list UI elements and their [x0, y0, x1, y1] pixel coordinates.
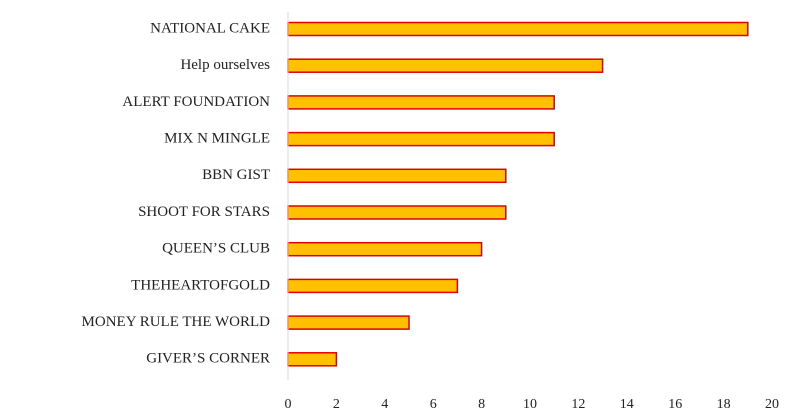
x-tick-label-0: 0 — [285, 397, 292, 409]
bar-national-cake — [287, 21, 749, 37]
x-tick-label-10: 10 — [523, 397, 537, 409]
category-label-queen-s-club: QUEEN’S CLUB — [162, 241, 270, 257]
category-label-alert-foundation: ALERT FOUNDATION — [122, 94, 270, 110]
category-label-giver-s-corner: GIVER’S CORNER — [146, 351, 270, 367]
bar-alert-foundation — [287, 95, 555, 110]
bar-giver-s-corner — [287, 352, 338, 367]
x-tick-label-4: 4 — [381, 397, 388, 409]
category-labels-group: NATIONAL CAKE Help ourselves ALERT FOUNDAT… — [82, 20, 271, 366]
x-tick-label-12: 12 — [571, 397, 585, 409]
bar-help-ourselves — [287, 58, 604, 73]
category-label-national-cake: NATIONAL CAKE — [150, 20, 270, 36]
category-label-bbn-gist: BBN GIST — [202, 167, 270, 183]
category-label-help-ourselves: Help ourselves — [180, 57, 270, 73]
bar-shoot-for-stars — [287, 205, 507, 220]
x-tick-label-20: 20 — [765, 397, 779, 409]
category-label-shoot-for-stars: SHOOT FOR STARS — [138, 204, 270, 220]
x-tick-label-8: 8 — [478, 397, 485, 409]
bar-mix-n-mingle — [287, 131, 555, 147]
x-tick-label-14: 14 — [620, 397, 634, 409]
category-label-theheartofgold: THEHEARTOFGOLD — [131, 277, 270, 293]
x-tick-label-16: 16 — [668, 397, 682, 409]
category-label-mix-n-mingle: MIX N MINGLE — [164, 131, 270, 147]
bar-theheartofgold — [287, 278, 459, 294]
x-tick-label-6: 6 — [430, 397, 437, 409]
category-label-money-rule-the-world: MONEY RULE THE WORLD — [82, 314, 271, 330]
x-tick-label-18: 18 — [717, 397, 731, 409]
x-tick-label-2: 2 — [333, 397, 340, 409]
x-tick-labels-group: 0 2 4 6 8 10 12 14 16 18 20 — [285, 397, 780, 412]
bars-group — [287, 21, 749, 367]
bar-bbn-gist — [287, 168, 507, 184]
bar-queen-s-club — [287, 241, 483, 257]
bar-money-rule-the-world — [287, 315, 410, 330]
